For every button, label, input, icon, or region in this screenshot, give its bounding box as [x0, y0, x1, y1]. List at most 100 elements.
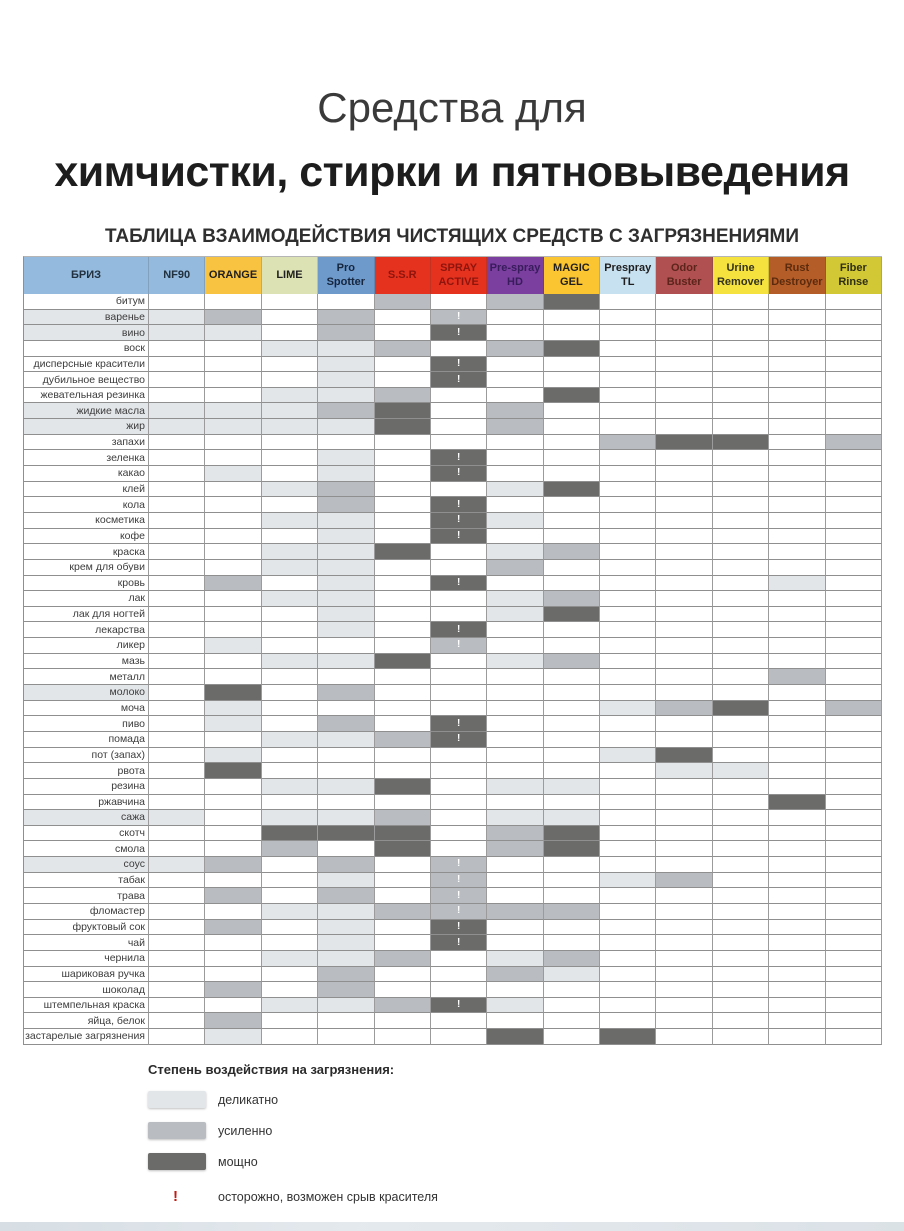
value-cell [205, 434, 262, 451]
value-cell [149, 1029, 206, 1045]
value-cell [825, 763, 882, 779]
value-cell [600, 450, 657, 467]
value-cell [374, 903, 431, 920]
value-cell [543, 559, 601, 576]
value-cell [712, 997, 770, 1014]
dye-warning-icon: ! [456, 936, 461, 948]
value-cell [543, 935, 601, 951]
value-cell [205, 997, 262, 1014]
value-cell [543, 794, 601, 811]
value-cell [205, 653, 262, 670]
value-cell [543, 747, 601, 764]
value-cell [261, 1029, 319, 1045]
dye-warning-icon: ! [456, 451, 461, 463]
value-cell [487, 1029, 544, 1045]
legend-label: усиленно [218, 1124, 273, 1138]
value-cell [149, 434, 206, 451]
value-cell [543, 419, 601, 435]
value-cell: ! [430, 903, 488, 920]
value-cell [825, 528, 882, 545]
value-cell [825, 857, 882, 873]
value-cell [543, 466, 601, 482]
value-cell [600, 747, 657, 764]
value-cell [374, 638, 431, 654]
value-cell [712, 309, 770, 326]
value-cell [318, 387, 375, 404]
value-cell [318, 950, 375, 967]
value-cell [261, 982, 319, 998]
value-cell [769, 559, 826, 576]
value-cell [769, 575, 826, 592]
value-cell [430, 481, 488, 498]
value-cell [318, 434, 375, 451]
value-cell [769, 685, 826, 701]
value-cell [656, 653, 713, 670]
value-cell [769, 982, 826, 998]
value-cell [374, 575, 431, 592]
value-cell [656, 622, 713, 639]
value-cell [430, 340, 488, 357]
row-label: металл [24, 669, 149, 686]
row-label: варенье [24, 309, 149, 326]
value-cell [487, 638, 544, 654]
value-cell [487, 294, 544, 310]
value-cell [318, 685, 375, 701]
value-cell [712, 419, 770, 435]
value-cell [205, 340, 262, 357]
value-cell [318, 591, 375, 607]
value-cell [543, 1013, 601, 1030]
value-cell [825, 1013, 882, 1030]
value-cell [543, 982, 601, 998]
value-cell [487, 325, 544, 341]
value-cell [825, 606, 882, 623]
value-cell [374, 653, 431, 670]
value-cell [261, 356, 319, 373]
value-cell [712, 966, 770, 983]
column-header: ORANGE [205, 257, 262, 294]
row-label: пиво [24, 716, 149, 732]
row-label: резина [24, 778, 149, 795]
value-cell [374, 1029, 431, 1045]
value-cell [261, 888, 319, 904]
value-cell [600, 888, 657, 904]
value-cell [825, 950, 882, 967]
value-cell [261, 966, 319, 983]
value-cell [712, 872, 770, 889]
row-label: зеленка [24, 450, 149, 467]
value-cell [656, 794, 713, 811]
dye-warning-icon: ! [456, 717, 461, 729]
value-cell [543, 950, 601, 967]
value-cell [600, 669, 657, 686]
value-cell [600, 966, 657, 983]
row-label: помада [24, 731, 149, 748]
value-cell [825, 810, 882, 826]
value-cell [261, 716, 319, 732]
row-label: яйца, белок [24, 1013, 149, 1030]
row-label: косметика [24, 512, 149, 529]
value-cell [543, 841, 601, 858]
row-label: кола [24, 497, 149, 513]
value-cell [318, 888, 375, 904]
value-cell [600, 997, 657, 1014]
value-cell [656, 903, 713, 920]
value-cell [487, 794, 544, 811]
value-cell [769, 481, 826, 498]
value-cell [205, 763, 262, 779]
value-cell [205, 935, 262, 951]
value-cell [261, 731, 319, 748]
value-cell [600, 356, 657, 373]
value-cell [769, 419, 826, 435]
value-cell [656, 325, 713, 341]
value-cell [430, 966, 488, 983]
row-label: застарелые загрязнения [24, 1029, 149, 1045]
value-cell [149, 700, 206, 717]
value-cell [374, 356, 431, 373]
value-cell [769, 512, 826, 529]
value-cell [374, 935, 431, 951]
value-cell [825, 825, 882, 842]
value-cell [769, 669, 826, 686]
value-cell [205, 497, 262, 513]
value-cell [656, 872, 713, 889]
value-cell [656, 544, 713, 560]
